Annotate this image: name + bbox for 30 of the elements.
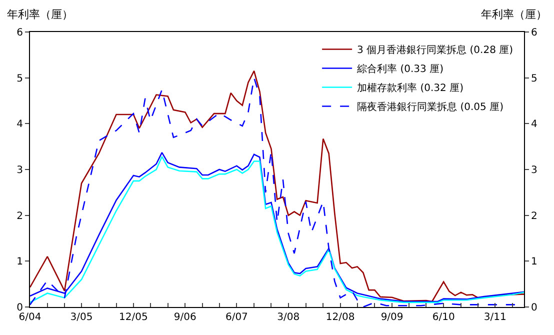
y2-tick-label: 1 bbox=[531, 256, 538, 268]
y-tick-label: 1 bbox=[16, 256, 23, 268]
x-tick-label: 9/06 bbox=[174, 312, 196, 323]
y-tick-label: 2 bbox=[16, 210, 23, 222]
x-tick-label: 3/05 bbox=[70, 312, 93, 323]
legend-label: 加權存款利率 (0.32 厘) bbox=[357, 82, 464, 94]
y-tick-label: 4 bbox=[16, 119, 23, 130]
x-tick-label: 3/11 bbox=[484, 312, 506, 323]
legend-label: 隔夜香港銀行同業拆息 (0.05 厘) bbox=[357, 101, 504, 114]
x-tick-label: 6/10 bbox=[432, 312, 455, 323]
x-tick-label: 3/08 bbox=[277, 312, 300, 323]
y2-tick-label: 5 bbox=[531, 73, 538, 84]
y-tick-label: 6 bbox=[16, 28, 23, 38]
x-tick-label: 6/07 bbox=[225, 312, 248, 323]
x-tick-label: 12/05 bbox=[119, 312, 148, 323]
y-tick-label: 5 bbox=[16, 73, 23, 84]
y2-tick-label: 6 bbox=[531, 28, 538, 38]
x-tick-label: 9/09 bbox=[380, 312, 404, 323]
legend-label: 3 個月香港銀行同業拆息 (0.28 厘) bbox=[357, 44, 514, 56]
y2-axis-title: 年利率（厘） bbox=[481, 8, 547, 21]
y2-tick-label: 3 bbox=[531, 165, 538, 176]
x-tick-label: 12/08 bbox=[326, 312, 355, 323]
legend-label: 綜合利率 (0.33 厘) bbox=[356, 63, 444, 76]
y-tick-label: 3 bbox=[16, 165, 23, 176]
y2-tick-label: 4 bbox=[531, 119, 538, 130]
y-tick-label: 0 bbox=[16, 302, 23, 314]
y2-tick-label: 2 bbox=[531, 210, 538, 222]
y-axis-title: 年利率（厘） bbox=[7, 8, 73, 21]
x-tick-label: 6/04 bbox=[18, 312, 42, 323]
y2-tick-label: 0 bbox=[531, 302, 538, 314]
